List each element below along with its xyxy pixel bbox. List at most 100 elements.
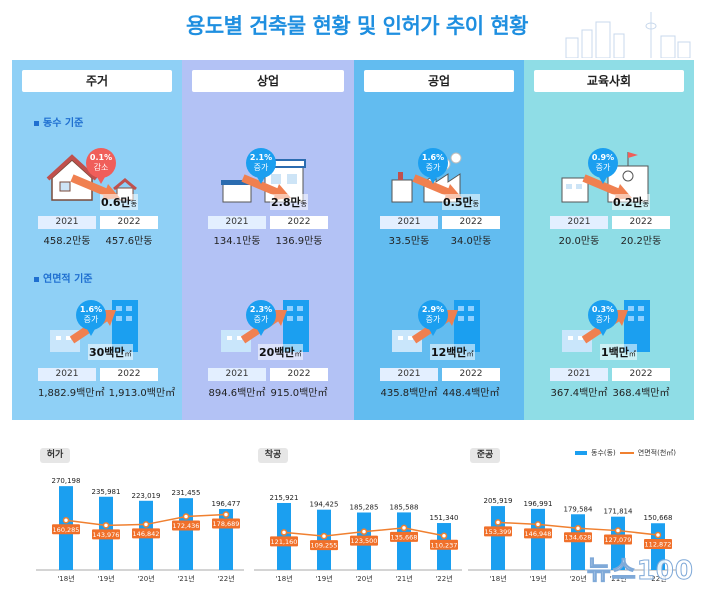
year-2022: 2022 (270, 368, 328, 381)
line-value-label: 135,668 (391, 533, 418, 541)
area-badge-pct: 2.3% (249, 305, 273, 314)
area-2022-value: 368.4백만㎡ (612, 388, 670, 399)
x-tick-label: '18년 (57, 574, 74, 583)
panel-category: 주거 (22, 70, 172, 92)
area-change-badge: 1.6% 증가 (76, 300, 106, 336)
bar-value-label: 196,991 (524, 500, 553, 508)
area-delta-value: 30백만 (89, 346, 125, 359)
section-area-text: 연면적 기준 (43, 274, 93, 285)
line-point (574, 524, 582, 532)
count-badge-dir: 증가 (595, 163, 611, 172)
year-2021: 2021 (208, 216, 266, 229)
area-badge-pct: 1.6% (79, 305, 103, 314)
year-2021: 2021 (38, 368, 96, 381)
bar-value-label: 231,455 (172, 489, 201, 497)
count-badge-dir: 감소 (93, 163, 109, 172)
line-value-label: 134,628 (565, 534, 592, 542)
line-value-box (524, 528, 552, 539)
count-badge-pct: 0.1% (89, 153, 113, 162)
count-2022-value: 20.2만동 (620, 236, 662, 247)
panel-category: 교육사회 (534, 70, 684, 92)
panel-category: 상업 (192, 70, 344, 92)
line-point (62, 517, 70, 524)
section-label-count: 동수 기준 (34, 114, 83, 129)
area-2021-value: 1,882.9백만㎡ (38, 388, 105, 399)
year-2021: 2021 (208, 368, 266, 381)
count-years: 2021 2022 (380, 216, 500, 229)
panel-2: 상업 2.1% 증가 2.8만동 2021 2022 134.1만동 136.9만동 2.3% 증… (182, 60, 354, 420)
area-badge-pct: 2.9% (421, 305, 445, 314)
section-count-text: 동수 기준 (43, 118, 84, 129)
count-2021-value: 20.0만동 (558, 236, 600, 247)
line-point (222, 511, 230, 518)
year-2022: 2022 (100, 368, 158, 381)
line-value-label: 109,255 (311, 542, 338, 550)
count-years: 2021 2022 (38, 216, 158, 229)
line-value-box (172, 520, 200, 531)
year-2021: 2021 (550, 216, 608, 229)
area-change-badge: 2.9% 증가 (418, 300, 448, 336)
line-value-box (92, 529, 120, 540)
line-point (400, 524, 408, 532)
area-years: 2021 2022 (380, 368, 500, 381)
year-2022: 2022 (100, 216, 158, 229)
count-change-badge: 0.9% 증가 (588, 148, 618, 184)
line-point (320, 532, 328, 540)
count-delta-value: 0.6만 (101, 196, 131, 209)
x-tick-label: '18년 (489, 574, 506, 583)
area-badge-dir: 증가 (425, 315, 441, 324)
count-change-badge: 1.6% 증가 (418, 148, 448, 184)
legend-bar-swatch (575, 451, 587, 455)
count-change-badge: 2.1% 증가 (246, 148, 276, 184)
bar-value-label: 179,584 (564, 505, 593, 513)
count-2022-value: 136.9만동 (275, 236, 323, 247)
year-2021: 2021 (38, 216, 96, 229)
area-2021-value: 367.4백만㎡ (550, 388, 608, 399)
count-values: 134.1만동 136.9만동 (208, 232, 328, 247)
line-value-label: 110,237 (431, 541, 458, 549)
line-value-label: 146,842 (133, 530, 160, 538)
legend-bar-label: 동수(동) (591, 449, 616, 457)
line-value-box (644, 538, 672, 549)
watermark: 뉴스100 (586, 556, 694, 587)
area-delta: 1백만㎡ (600, 344, 637, 360)
panel-1: 주거 동수 기준 0.1% 감소 0.6만동 2021 2022 458.2만동 457.6만동… (12, 60, 182, 420)
chart-tag-complete: 준공 (470, 448, 500, 463)
count-values: 458.2만동 457.6만동 (38, 232, 158, 247)
area-years: 2021 2022 (208, 368, 328, 381)
area-delta: 20백만㎡ (258, 344, 303, 360)
chart-complete: 205,919 '18년 196,991 '19년 179,584 '20년 171,814… (468, 497, 676, 583)
count-2022-value: 34.0만동 (450, 236, 492, 247)
page-title: 용도별 건축물 현황 및 인허가 추이 현황 (186, 14, 529, 38)
x-tick-label: '19년 (529, 574, 546, 583)
area-badge-pct: 0.3% (591, 305, 615, 314)
year-2022: 2022 (612, 216, 670, 229)
line-point (182, 513, 190, 520)
line-value-box (564, 532, 592, 543)
bar (531, 508, 545, 570)
year-2022: 2022 (442, 216, 500, 229)
bar-value-label: 150,668 (644, 514, 673, 522)
chart-tag-start: 착공 (258, 448, 288, 463)
count-delta: 2.8만동 (270, 194, 309, 210)
count-delta-value: 0.2만 (613, 196, 643, 209)
bullet-icon (34, 276, 39, 282)
x-tick-label: '20년 (137, 574, 154, 583)
count-2021-value: 33.5만동 (388, 236, 430, 247)
area-delta-value: 12백만 (431, 346, 467, 359)
bullet-icon (34, 120, 39, 126)
line-value-label: 121,160 (271, 538, 298, 546)
count-years: 2021 2022 (550, 216, 670, 229)
year-2022: 2022 (612, 368, 670, 381)
bar-value-label: 215,921 (270, 494, 299, 502)
line-value-label: 160,285 (53, 526, 80, 534)
line-value-label: 143,976 (93, 531, 120, 539)
count-delta-value: 0.5만 (443, 196, 473, 209)
bar-value-label: 171,814 (604, 508, 633, 516)
year-2021: 2021 (380, 216, 438, 229)
panel-category: 공업 (364, 70, 514, 92)
line-value-box (430, 539, 458, 550)
area-change-badge: 2.3% 증가 (246, 300, 276, 336)
bar (491, 506, 505, 570)
count-delta-unit: 동 (472, 200, 480, 208)
